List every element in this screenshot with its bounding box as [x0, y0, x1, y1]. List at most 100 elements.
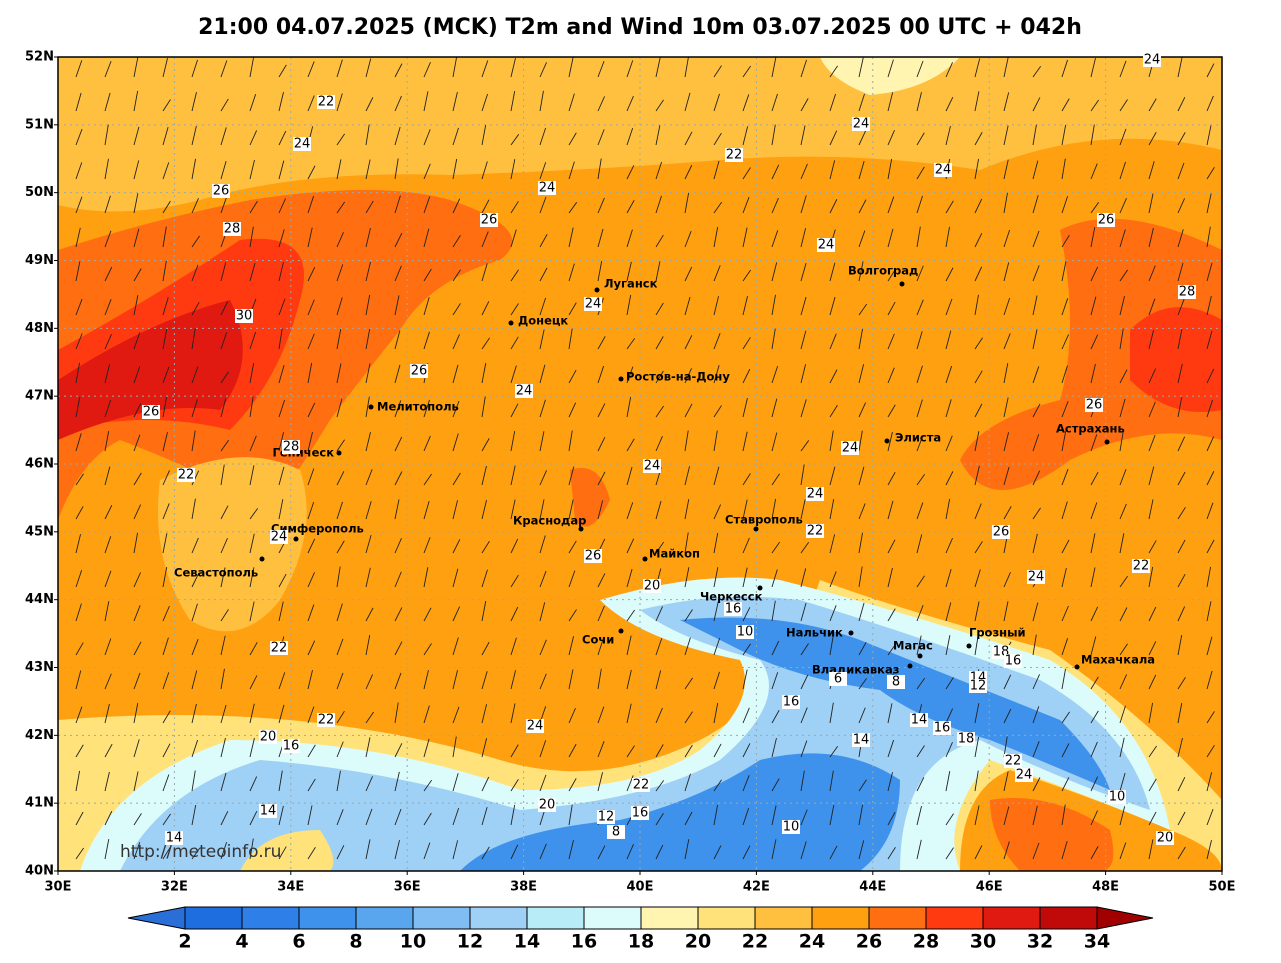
contour-label-bg [887, 675, 905, 689]
wind-barb [1148, 265, 1156, 282]
wind-barb [452, 706, 460, 724]
wind-barb [887, 301, 896, 316]
wind-barb [1119, 398, 1126, 418]
city-marker [966, 643, 972, 649]
wind-barb [307, 744, 316, 758]
wind-barb [626, 396, 632, 418]
wind-barb [510, 403, 519, 418]
contour-label-bg [1132, 559, 1150, 573]
wind-barb [974, 569, 981, 588]
city-label: Владикавказ [812, 663, 899, 677]
wind-barb [452, 840, 459, 860]
wind-barb [423, 473, 432, 486]
wind-barb [974, 403, 983, 418]
wind-barb [887, 608, 896, 622]
wind-barb [481, 231, 489, 248]
wind-barb [887, 739, 895, 758]
wind-barb [887, 772, 893, 792]
wind-barb [191, 770, 196, 792]
wind-barb [336, 809, 344, 826]
wind-barb [162, 605, 170, 622]
wind-barb [655, 500, 662, 520]
wind-barb [133, 126, 140, 146]
wind-barb [539, 602, 546, 622]
wind-barb [423, 61, 431, 78]
wind-barb [394, 641, 403, 656]
wind-barb [829, 498, 835, 520]
wind-barb [771, 197, 779, 214]
colorbar-label: 18 [628, 931, 654, 953]
wind-barb [365, 363, 371, 384]
wind-barb [597, 772, 604, 792]
wind-barb [1119, 737, 1125, 758]
city-marker [368, 404, 374, 410]
wind-barb [742, 94, 750, 112]
wind-barb [771, 737, 777, 758]
wind-barb [394, 672, 402, 690]
wind-barb [916, 502, 924, 520]
wind-barb [539, 399, 546, 418]
wind-barb [539, 570, 547, 588]
wind-barb [307, 402, 316, 418]
wind-barb [713, 226, 719, 248]
wind-barb [423, 129, 431, 146]
wind-barb [481, 60, 489, 78]
wind-barb [1003, 841, 1010, 860]
wind-barb [1206, 95, 1214, 112]
wind-barb [858, 678, 868, 690]
lat-label: 41N [25, 796, 54, 811]
wind-barb [452, 57, 458, 78]
wind-barb [597, 706, 605, 724]
wind-barb [133, 532, 139, 554]
wind-barb [423, 779, 433, 792]
wind-barb [423, 228, 430, 248]
wind-barb [829, 296, 836, 316]
wind-barb [249, 94, 257, 112]
contour-label-bg [142, 405, 160, 419]
wind-barb [1206, 166, 1215, 180]
contour-label: 8 [612, 825, 620, 840]
contour-label-bg [724, 602, 742, 616]
wind-barb [365, 534, 372, 554]
wind-barb [336, 264, 344, 282]
wind-barb [423, 812, 432, 826]
contour-label: 22 [271, 641, 288, 656]
wind-barb [1090, 810, 1098, 826]
contour-label-bg [643, 459, 661, 473]
colorbar-segment [868, 906, 927, 930]
wind-barb [916, 91, 922, 112]
wind-barb [800, 707, 808, 724]
wind-barb [626, 229, 633, 248]
wind-barb [394, 63, 403, 78]
wind-barb [916, 806, 922, 826]
wind-barb [249, 396, 254, 418]
contour-label-bg [212, 184, 230, 198]
wind-barb [1032, 97, 1041, 112]
contour-label: 14 [260, 804, 277, 819]
wind-barb [1119, 128, 1127, 146]
wind-barb [75, 333, 83, 350]
lat-label: 40N [25, 864, 54, 879]
wind-barb [75, 506, 84, 520]
wind-barb [713, 671, 720, 690]
wind-barb [742, 743, 751, 758]
wind-barb [133, 90, 139, 112]
wind-barb [336, 638, 344, 656]
wind-barb [307, 670, 313, 690]
wind-barb [974, 503, 982, 520]
wind-barb [394, 158, 399, 180]
wind-barb [684, 57, 689, 78]
wind-barb [1206, 502, 1214, 520]
wind-barb [684, 164, 693, 180]
wind-barb [684, 296, 691, 316]
wind-barb [394, 232, 403, 248]
wind-barb [1177, 198, 1185, 214]
wind-barb [481, 704, 488, 724]
wind-barb [133, 403, 142, 418]
city-marker [508, 320, 514, 326]
wind-barb [365, 261, 371, 282]
wind-barb [568, 202, 578, 214]
wind-barb [829, 160, 836, 180]
wind-barb [771, 262, 778, 282]
